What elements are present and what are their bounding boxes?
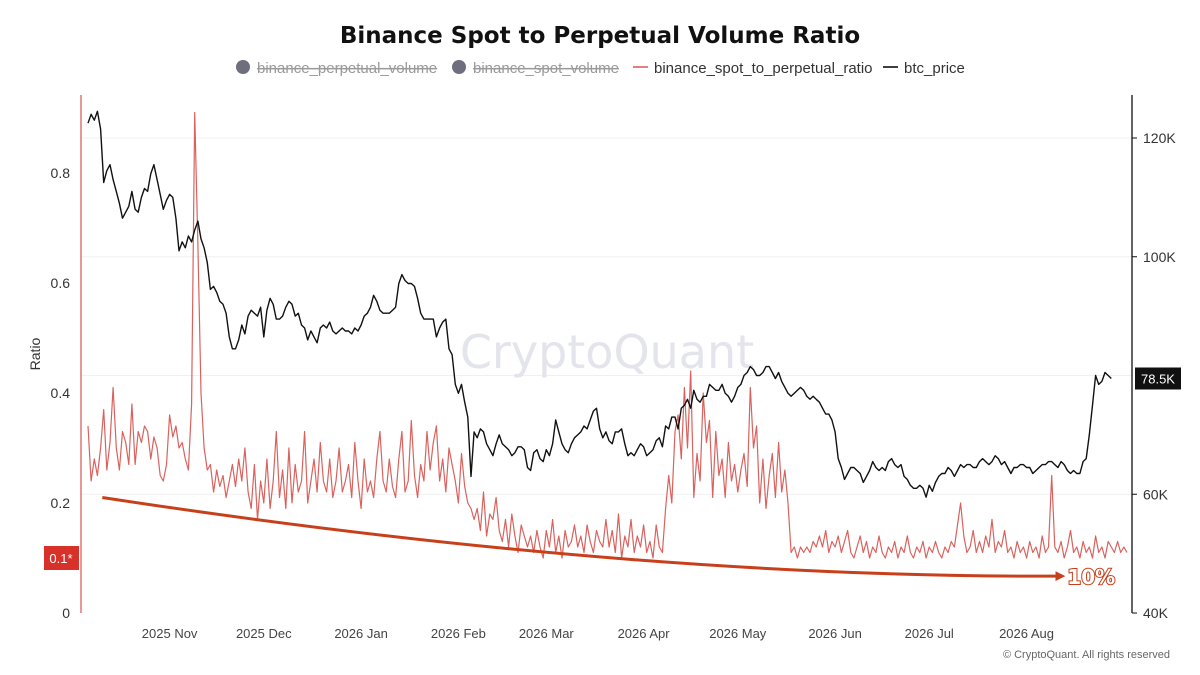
x-tick-label: 2026 Jul: [905, 626, 954, 641]
x-tick-label: 2026 Apr: [618, 626, 671, 641]
gridlines: [81, 137, 1132, 495]
left-tick-label: 0.4: [51, 385, 71, 401]
right-tick-label: 60K: [1143, 486, 1169, 502]
series-layer: [87, 110, 1128, 559]
x-tick-label: 2026 Feb: [431, 626, 486, 641]
left-tick-label: 0.8: [51, 165, 71, 181]
x-tick-label: 2026 Aug: [999, 626, 1054, 641]
trend-arrow: [102, 496, 1066, 582]
legend-label-btc_price[interactable]: btc_price: [904, 60, 965, 77]
current-price-label: 78.5K: [1141, 372, 1175, 387]
legend-marker-binance_perpetual_volume: [236, 60, 250, 74]
right-tick-label: 40K: [1143, 605, 1169, 621]
series-line-btc_price: [87, 110, 1112, 498]
x-tick-label: 2025 Nov: [142, 626, 198, 641]
legend-label-binance_spot_volume[interactable]: binance_spot_volume: [473, 60, 619, 77]
x-axis-ticks: 2025 Nov 2025 Dec 2026 Jan 2026 Feb 2026 Mar…: [142, 626, 1054, 641]
x-tick-label: 2025 Dec: [236, 626, 292, 641]
left-axis-badge: [44, 546, 79, 570]
left-tick-label: 0.6: [51, 275, 71, 291]
annotation-percent-label: 10%: [1067, 565, 1115, 589]
legend-marker-binance_spot_volume: [452, 60, 466, 74]
x-tick-label: 2026 May: [709, 626, 767, 641]
chart-title: Binance Spot to Perpetual Volume Ratio: [340, 23, 860, 49]
current-price-badge: [1135, 367, 1181, 390]
left-tick-label: 0.2: [51, 495, 71, 511]
right-tick-label: 120K: [1143, 130, 1176, 146]
copyright-text: © CryptoQuant. All rights reserved: [1003, 649, 1170, 661]
y-axis-title: Ratio: [27, 337, 43, 370]
left-axis-badge-label: 0.1*: [49, 551, 72, 566]
x-tick-label: 2026 Jan: [334, 626, 388, 641]
legend: binance_perpetual_volume binance_spot_vol…: [236, 60, 965, 77]
legend-label-binance_spot_to_perpetual_ratio[interactable]: binance_spot_to_perpetual_ratio: [654, 60, 873, 77]
x-tick-label: 2026 Mar: [519, 626, 575, 641]
x-tick-label: 2026 Jun: [808, 626, 862, 641]
left-axis-ticks: 0 0.2 0.4 0.6 0.8: [51, 165, 71, 621]
right-tick-label: 100K: [1143, 249, 1176, 265]
watermark: CryptoQuant: [460, 325, 754, 379]
legend-label-binance_perpetual_volume[interactable]: binance_perpetual_volume: [257, 60, 437, 77]
left-tick-label: 0: [62, 605, 70, 621]
series-line-binance_spot_to_perpetual_ratio: [87, 111, 1128, 559]
right-axis-ticks: 40K 60K 100K 120K: [1132, 130, 1176, 621]
